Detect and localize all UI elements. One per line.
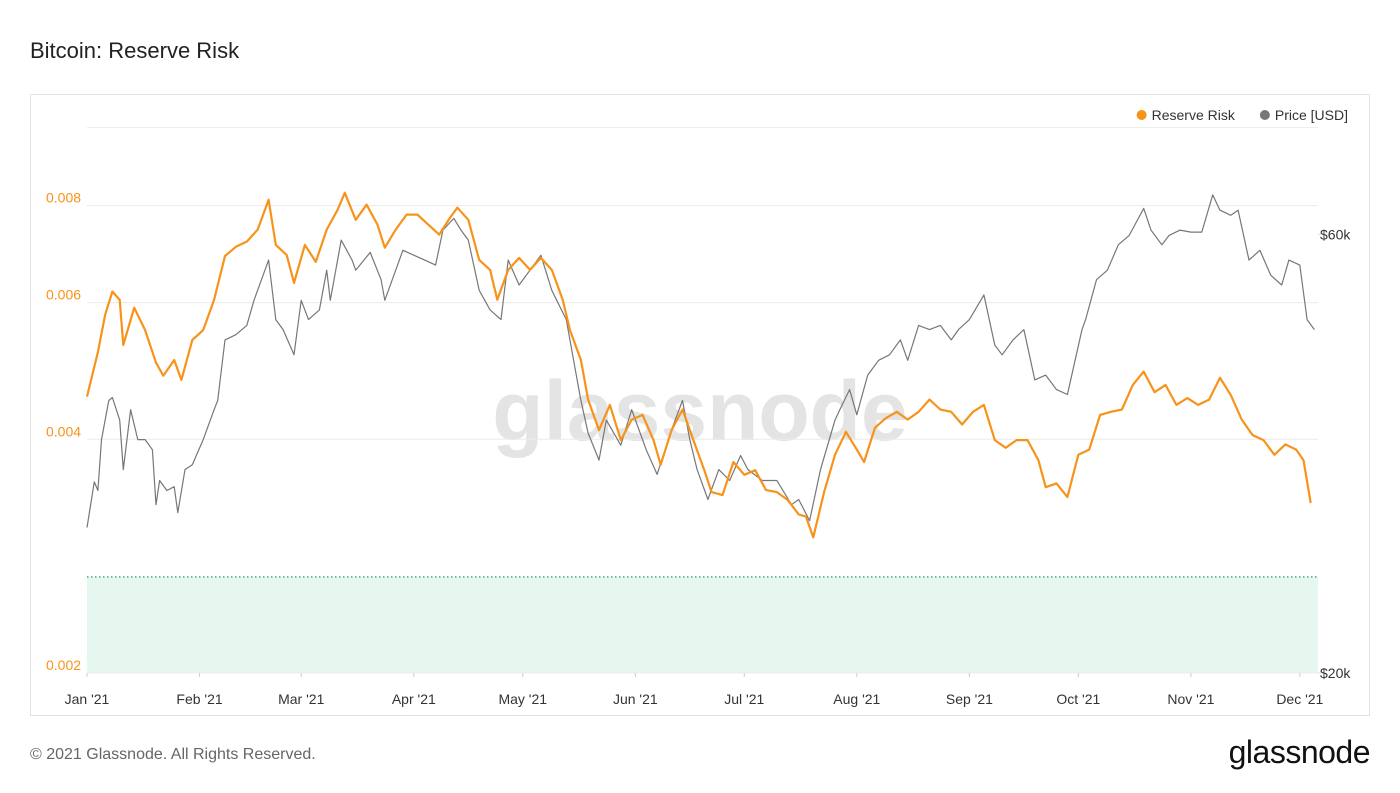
x-tick-label: Dec '21 <box>1276 691 1323 707</box>
legend-label: Reserve Risk <box>1152 107 1236 123</box>
x-tick-label: Apr '21 <box>392 691 436 707</box>
chart-title: Bitcoin: Reserve Risk <box>30 38 240 63</box>
x-tick-label: Aug '21 <box>833 691 880 707</box>
plot-area: 0.002 0.004 0.006 0.008 $20k $60k Jan '21 Feb '… <box>46 107 1351 707</box>
green-zone <box>87 576 1318 673</box>
price-line <box>86 194 1315 528</box>
x-tick-label: Nov '21 <box>1167 691 1214 707</box>
watermark: glassnode <box>492 364 907 458</box>
legend-label: Price [USD] <box>1275 107 1348 123</box>
reserve-risk-line <box>85 191 1312 539</box>
x-tick-label: Mar '21 <box>278 691 324 707</box>
y-tick-label: 0.002 <box>46 657 81 673</box>
y-tick-label: 0.006 <box>46 287 81 303</box>
y2-tick-label: $20k <box>1320 665 1351 681</box>
x-tick-label: Jun '21 <box>613 691 658 707</box>
x-tick-label: Jan '21 <box>65 691 110 707</box>
logo: glassnode <box>1229 734 1370 770</box>
y2-tick-label: $60k <box>1320 227 1351 243</box>
x-tick-label: Jul '21 <box>724 691 764 707</box>
legend-marker <box>1136 110 1147 120</box>
legend-marker <box>1259 110 1270 120</box>
footer: © 2021 Glassnode. All Rights Reserved. <box>30 746 316 763</box>
y-tick-label: 0.004 <box>46 423 81 439</box>
x-tick-label: Feb '21 <box>176 691 222 707</box>
y-tick-label: 0.008 <box>46 190 81 206</box>
x-tick-label: Oct '21 <box>1056 691 1100 707</box>
x-tick-label: Sep '21 <box>946 691 993 707</box>
x-tick-label: May '21 <box>498 691 547 707</box>
